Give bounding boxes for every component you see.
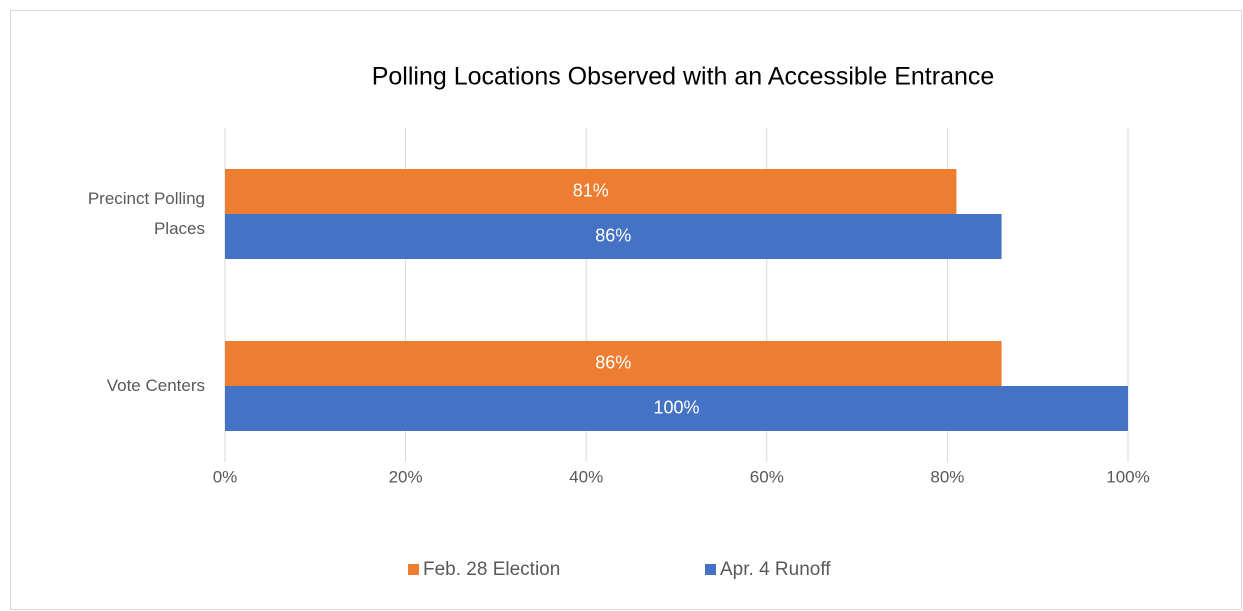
bar [225, 341, 1002, 386]
legend-swatch [705, 564, 716, 575]
bar [225, 169, 957, 214]
data-label: 86% [595, 225, 631, 245]
category-label-box: Precinct Polling Places [87, 189, 205, 238]
x-tick-label: 20% [389, 467, 423, 486]
chart-border [10, 10, 1242, 610]
y-tick-label: Precinct Polling Places [87, 189, 205, 238]
bar [225, 214, 1002, 259]
chart-title: Polling Locations Observed with an Acces… [372, 63, 995, 91]
legend-swatch [408, 564, 419, 575]
category-label-box: Vote Centers [106, 376, 205, 395]
data-label: 86% [595, 352, 631, 372]
legend-label: Feb. 28 Election [423, 559, 560, 580]
x-tick-label: 60% [750, 467, 784, 486]
y-tick-label: Vote Centers [106, 376, 205, 395]
x-tick-label: 100% [1106, 467, 1149, 486]
x-tick-label: 0% [213, 467, 238, 486]
legend-label: Apr. 4 Runoff [720, 559, 831, 580]
data-label: 100% [653, 397, 699, 417]
data-label: 81% [573, 180, 609, 200]
x-tick-label: 80% [930, 467, 964, 486]
bar [225, 386, 1128, 431]
x-tick-label: 40% [569, 467, 603, 486]
